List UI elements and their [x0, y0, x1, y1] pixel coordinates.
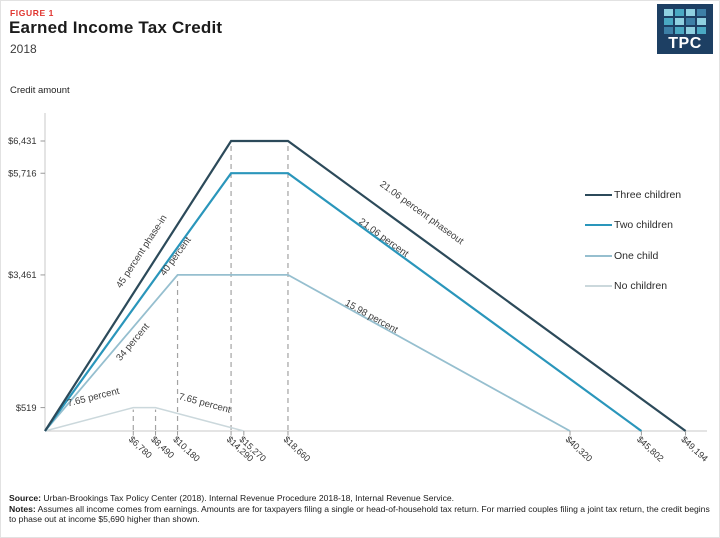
- legend-item-three-children: Three children: [585, 186, 681, 203]
- figure-label: FIGURE 1: [10, 8, 55, 18]
- svg-text:7.65 percent: 7.65 percent: [177, 391, 232, 416]
- source-line: Source: Urban-Brookings Tax Policy Cente…: [9, 493, 715, 504]
- svg-text:$18,660: $18,660: [282, 434, 313, 464]
- x-axis-ticks: $6,780$8,490$10,180 $14,290$15,270 $18,660…: [127, 431, 710, 464]
- legend-line-swatch-three-children: [585, 193, 612, 196]
- svg-text:15.98 percent: 15.98 percent: [343, 298, 400, 336]
- tpc-logo-square: [675, 27, 684, 34]
- page-subtitle: 2018: [10, 42, 37, 56]
- legend-label-no-children: No children: [614, 280, 668, 292]
- svg-text:$8,490: $8,490: [149, 434, 176, 460]
- source-text: Urban-Brookings Tax Policy Center (2018)…: [43, 493, 455, 503]
- series-line-no-children: [44, 406, 244, 432]
- svg-text:40 percent: 40 percent: [158, 235, 194, 278]
- svg-text:21.06 percent: 21.06 percent: [356, 216, 410, 260]
- legend-line-swatch-no-children: [585, 285, 612, 287]
- tpc-logo-square: [675, 18, 684, 25]
- footer-notes: Source: Urban-Brookings Tax Policy Cente…: [9, 493, 715, 525]
- tpc-logo-grid-icon: [664, 9, 706, 34]
- legend-label-two-children: Two children: [614, 219, 673, 231]
- y-axis-label: Credit amount: [10, 85, 70, 96]
- svg-text:$40,320: $40,320: [564, 434, 595, 464]
- legend-line-swatch-two-children: [585, 224, 612, 226]
- legend-label-one-child: One child: [614, 249, 659, 262]
- series-line-three-children: [44, 139, 687, 432]
- svg-text:$49,194: $49,194: [679, 434, 710, 464]
- notes-label: Notes:: [9, 503, 36, 514]
- tpc-logo-square: [686, 18, 695, 25]
- tpc-logo-square: [697, 27, 706, 34]
- legend-item-one-child: One child: [585, 247, 681, 264]
- legend: Three children Two children One child No…: [585, 186, 681, 308]
- tpc-logo-square: [697, 18, 706, 25]
- svg-text:$3,461: $3,461: [8, 270, 36, 280]
- tpc-logo-square: [697, 9, 706, 16]
- tpc-logo-text: TPC: [668, 35, 702, 52]
- tpc-logo-square: [675, 9, 684, 16]
- series-line-one-child: [44, 273, 571, 432]
- tpc-logo: TPC: [657, 4, 713, 54]
- tpc-logo-square: [664, 27, 673, 34]
- svg-text:$5,716: $5,716: [8, 168, 36, 178]
- legend-label-three-children: Three children: [614, 188, 682, 201]
- legend-line-swatch-one-child: [585, 254, 612, 257]
- y-axis-ticks: $6,431 $5,716 $3,461 $519: [8, 136, 45, 413]
- tpc-logo-square: [664, 18, 673, 25]
- legend-item-two-children: Two children: [585, 217, 681, 234]
- tpc-logo-square: [686, 9, 695, 16]
- series-line-two-children: [44, 172, 643, 432]
- source-label: Source:: [9, 493, 41, 503]
- legend-item-no-children: No children: [585, 278, 681, 295]
- tpc-logo-square: [686, 27, 695, 34]
- page-title: Earned Income Tax Credit: [9, 18, 223, 37]
- notes-line: Notes: Assumes all income comes from ear…: [9, 504, 715, 525]
- svg-text:$45,802: $45,802: [635, 434, 666, 464]
- svg-text:$6,431: $6,431: [8, 136, 36, 146]
- svg-text:$6,780: $6,780: [127, 434, 154, 460]
- dashed-guides: [132, 142, 289, 430]
- svg-text:$10,180: $10,180: [171, 434, 202, 464]
- svg-text:$519: $519: [16, 403, 37, 413]
- notes-text: Assumes all income comes from earnings. …: [9, 503, 710, 525]
- tpc-logo-square: [664, 9, 673, 16]
